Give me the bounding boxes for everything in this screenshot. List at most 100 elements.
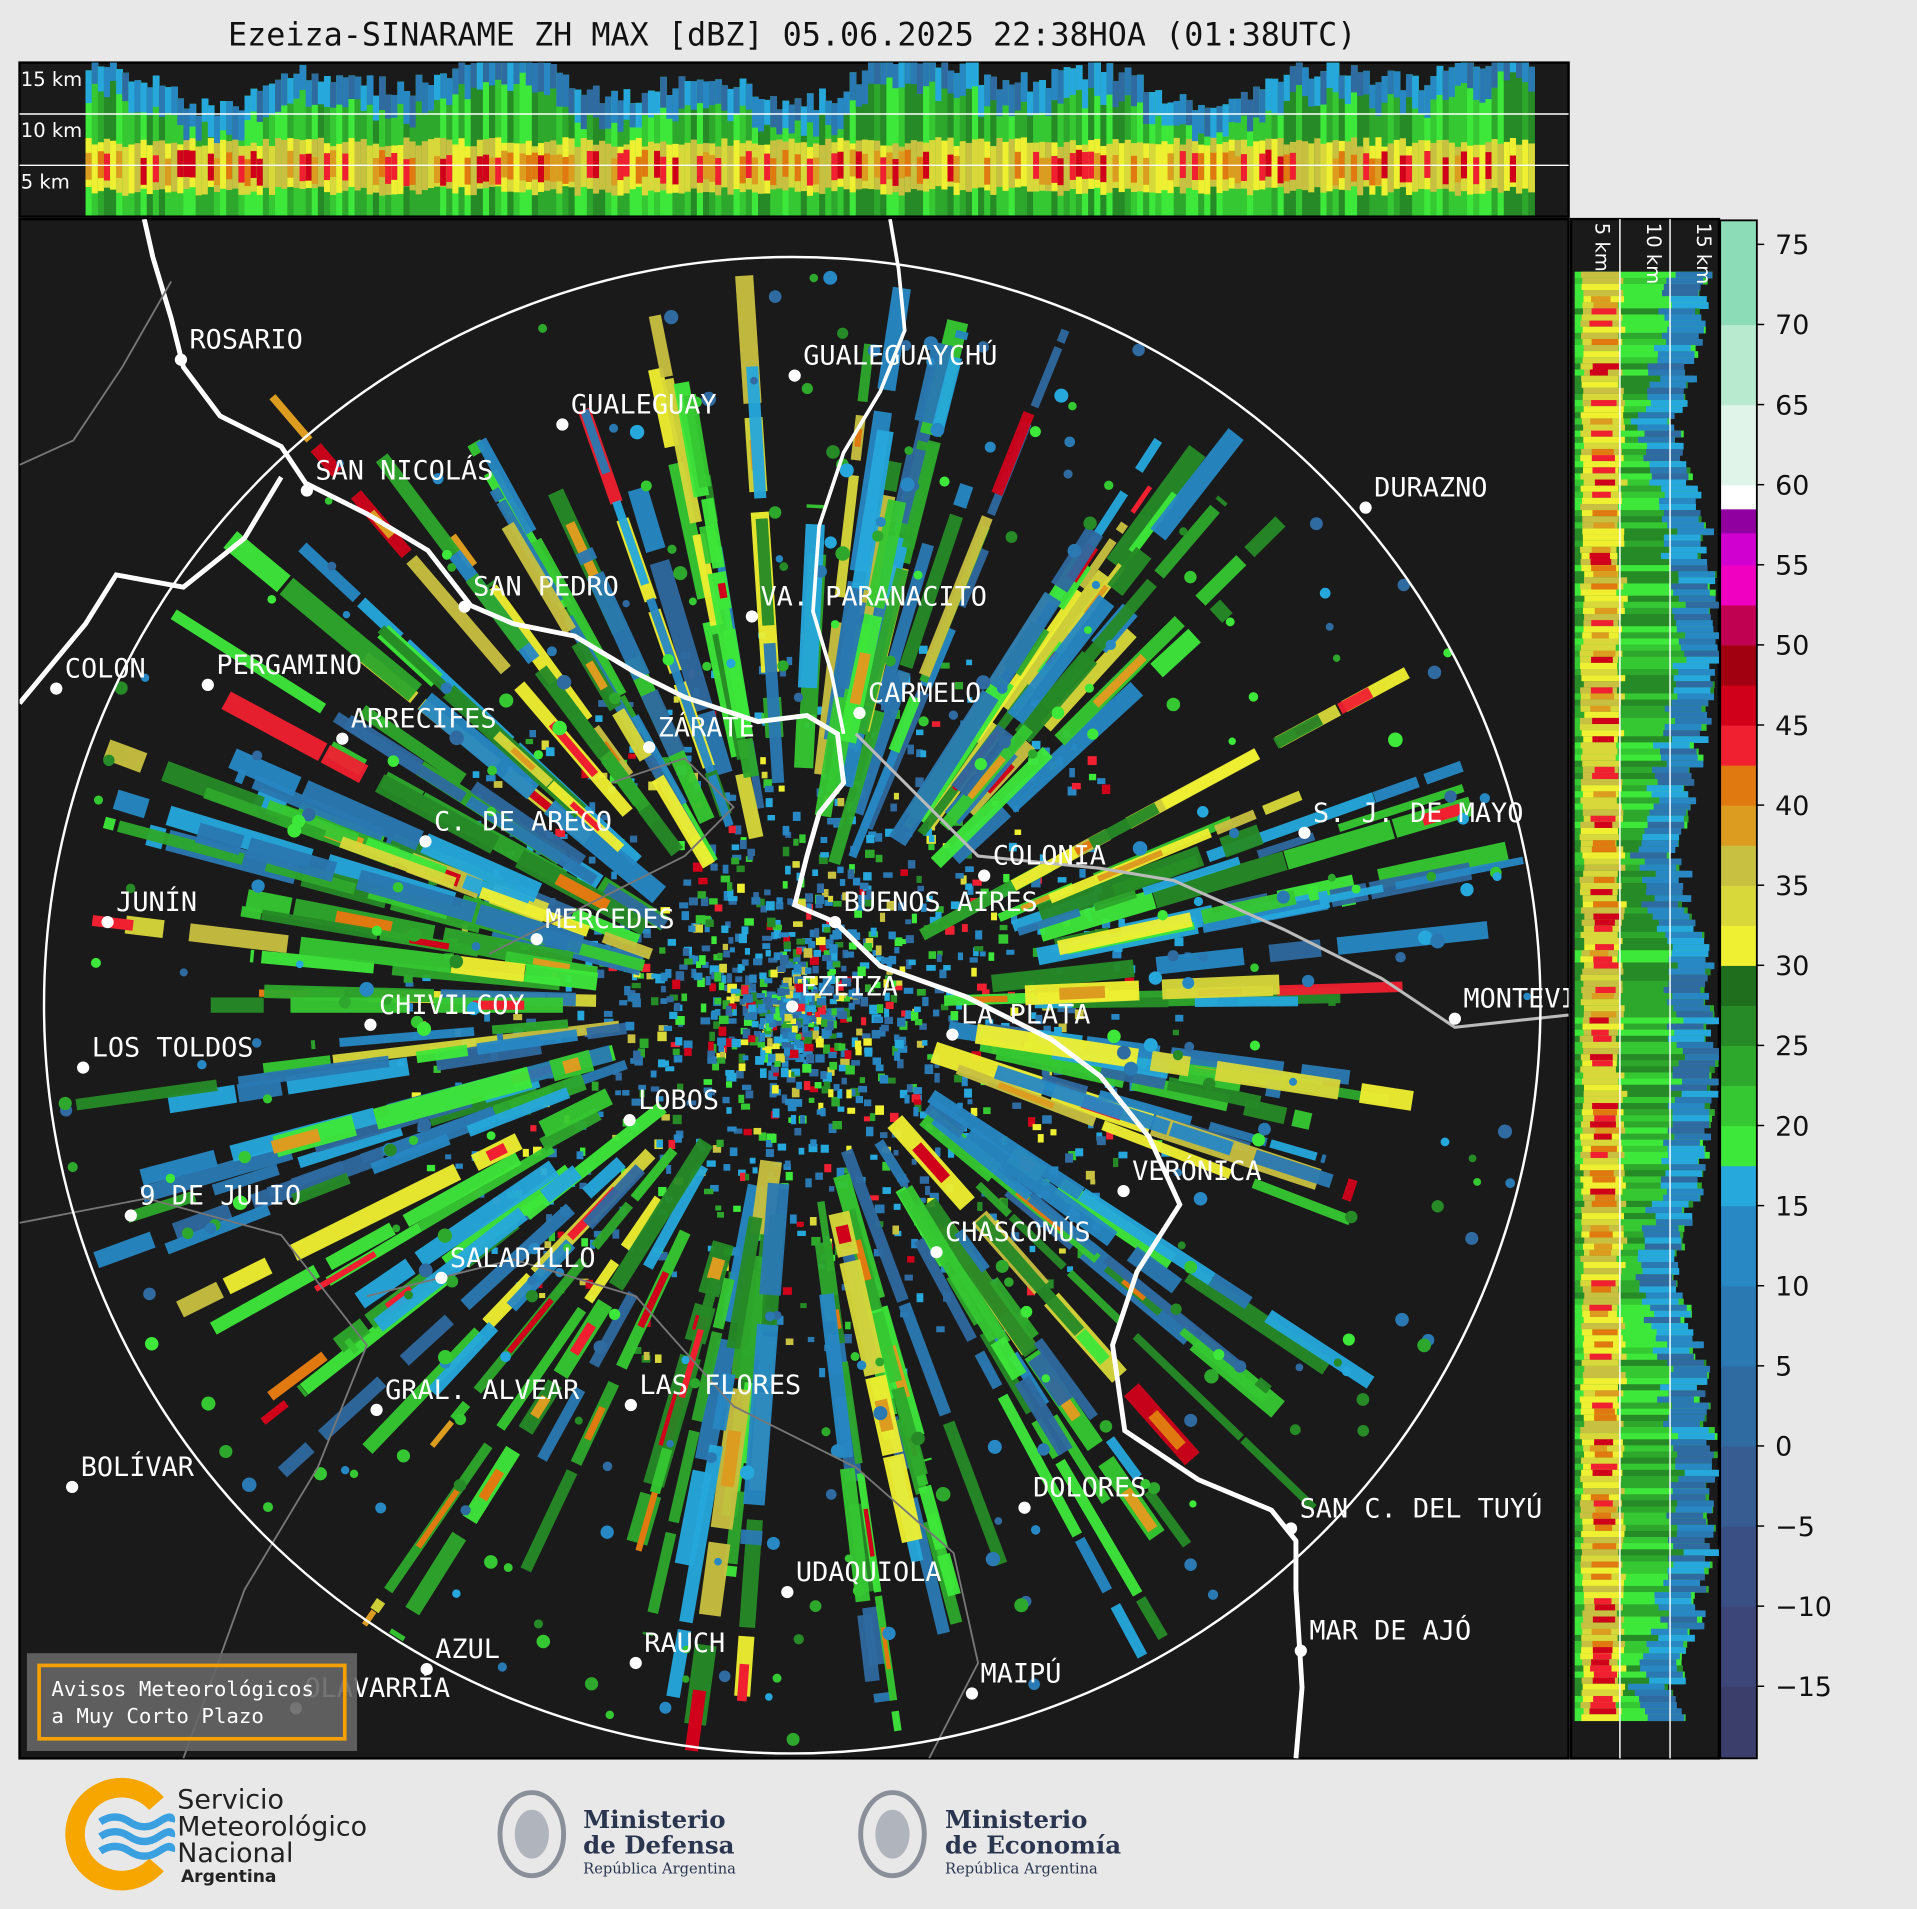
echo [788,932,796,937]
echo [779,932,789,938]
profile-column [550,64,557,216]
echo [791,1087,800,1098]
profile-row [1574,290,1700,297]
echo [928,951,937,959]
profile-column [1314,138,1321,188]
ray [931,1116,1033,1201]
echo [792,1020,802,1029]
colorbar-segment [1720,484,1757,510]
echo [632,1347,642,1354]
boundary [488,757,735,955]
profile-column [476,62,484,216]
echo [825,1489,837,1500]
profile-column [690,139,698,189]
echo [263,1502,274,1513]
echo [387,755,400,767]
ray [496,1306,587,1431]
profile-row [1574,448,1679,456]
echo [830,1444,844,1458]
ray [991,959,1135,993]
profile-row [1663,283,1701,291]
ray [1341,1178,1358,1202]
echo [735,976,743,983]
echo [894,984,903,991]
echo [965,866,974,873]
profile-column [550,64,557,89]
profile-column [1491,139,1499,188]
profile-row [1574,711,1703,719]
profile-row [1574,485,1693,493]
profile-column [1130,155,1138,183]
profile-row [1574,1598,1694,1605]
profile-row [1574,968,1711,976]
colorbar-segment [1720,1365,1757,1447]
top-profile [85,62,1535,216]
profile-column [470,63,478,88]
profile-row [1581,1323,1626,1330]
echo [699,955,706,965]
echo [782,1031,790,1039]
place-label: ROSARIO [189,325,302,356]
echo [923,336,938,351]
profile-column [654,150,661,178]
echo [880,1132,888,1139]
echo [823,1044,831,1054]
profile-column [568,88,576,114]
ray [1107,546,1152,596]
profile-row [1580,1066,1616,1074]
ray [750,1159,783,1236]
echo [940,662,950,669]
ray [851,429,894,591]
echo [884,655,896,667]
echo [921,903,927,912]
profile-column [1179,94,1187,125]
ray [1214,1060,1341,1100]
echo [732,967,738,973]
profile-row [1583,1268,1622,1275]
profile-row [1574,1286,1677,1294]
echo [763,779,772,789]
echo [954,682,964,690]
echo [722,943,729,951]
warning-box[interactable]: Avisos Meteorológicos a Muy Corto Plazo [26,1653,357,1752]
echo [747,983,756,992]
ray [228,748,302,797]
echo [824,899,833,906]
profile-column [1387,70,1395,216]
ray [1135,437,1163,473]
profile-row [1583,461,1622,468]
echo [1008,842,1017,852]
height-label: 10 km [21,119,82,142]
profile-column [409,157,417,185]
ray [817,1201,835,1272]
profile-column [1265,78,1273,111]
place-label: COLONIA [993,841,1106,872]
height-label: 10 km [1642,223,1665,284]
profile-column [122,72,129,216]
profile-row [1661,290,1699,297]
echo [932,1009,940,1017]
echo [441,549,452,560]
profile-row [1672,1066,1710,1074]
ray-core [684,1689,707,1752]
echo [1031,740,1041,750]
profile-row [1574,1689,1674,1697]
echo [806,903,812,911]
profile-row [1669,1439,1707,1446]
profile-row [1582,516,1619,523]
place-label: COLON [65,654,146,685]
profile-column [831,103,839,136]
profile-row [1674,1133,1712,1141]
ray [112,789,150,819]
ray [1208,1273,1253,1310]
colorbar-tick-label: 65 [1775,390,1809,421]
profile-row [1665,931,1702,939]
echo [803,1059,809,1068]
profile-row [1574,785,1685,792]
profile-row [1574,895,1689,902]
ray-core [585,660,608,691]
echo [755,1056,765,1065]
ray [1040,578,1157,713]
echo [810,1139,817,1147]
profile-row [1581,375,1619,383]
